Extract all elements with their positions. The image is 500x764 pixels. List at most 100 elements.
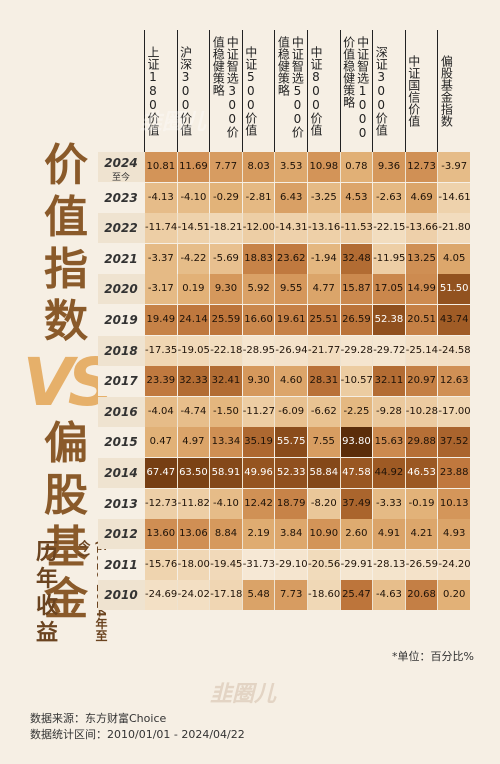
table-cell: 44.92	[373, 458, 405, 488]
table-cell: -28.13	[373, 549, 405, 580]
column-header: 中证国信价值	[406, 55, 421, 127]
table-cell: 52.38	[373, 305, 405, 335]
table-cell: -10.57	[340, 366, 373, 397]
year-text: 2021	[104, 251, 138, 266]
table-cell: 13.34	[210, 427, 242, 458]
table-cell: 16.60	[242, 305, 275, 335]
table-cell: 3.53	[275, 152, 307, 182]
table-cell: 0.20	[438, 580, 470, 611]
table-cell: 55.75	[275, 427, 307, 458]
table-cell: 9.36	[373, 152, 405, 182]
table-cell: -17.00	[438, 396, 471, 427]
table-cell: -8.20	[308, 488, 340, 519]
table-cell: -26.59	[405, 549, 438, 580]
table-cell: 4.05	[438, 243, 470, 274]
year-label: 2014	[98, 466, 144, 480]
table-cell: -4.74	[177, 396, 210, 427]
table-cell: -14.61	[438, 182, 471, 213]
column-divider	[372, 30, 374, 152]
table-cell: 58.84	[308, 458, 340, 488]
year-text: 2017	[104, 374, 138, 389]
column-header: 中证智选300价值稳健策略	[211, 36, 240, 138]
table-cell: 23.62	[275, 243, 307, 274]
table-cell: -26.94	[275, 335, 308, 366]
table-cell: -6.09	[275, 396, 307, 427]
table-cell: 58.91	[210, 458, 242, 488]
table-cell: 43.74	[438, 305, 470, 335]
table-cell: 25.59	[210, 305, 242, 335]
table-cell: 13.60	[145, 519, 177, 550]
year-label: 2019	[98, 313, 144, 327]
column-divider	[437, 30, 439, 152]
table-cell: -29.10	[275, 549, 308, 580]
table-cell: -20.56	[308, 549, 340, 580]
table-cell: 18.83	[242, 243, 275, 274]
table-cell: 29.88	[405, 427, 438, 458]
table-cell: -4.63	[373, 580, 405, 611]
table-cell: 0.47	[145, 427, 177, 458]
table-cell: -17.35	[145, 335, 177, 366]
table-cell: -14.51	[177, 213, 210, 244]
table-cell: 8.03	[242, 152, 275, 182]
table-cell: 51.50	[438, 274, 470, 305]
year-label: 2021	[98, 252, 144, 266]
table-cell: 4.97	[177, 427, 210, 458]
table-cell: 10.81	[145, 152, 177, 182]
title-char: 股	[44, 470, 88, 521]
year-note: 至今	[111, 173, 130, 183]
unit-note: *单位：百分比%	[392, 650, 474, 663]
table-cell: 47.58	[340, 458, 373, 488]
table-cell: 10.90	[308, 519, 340, 550]
column-header: 中证智选1000价值稳健策略	[341, 36, 370, 140]
table-cell: 25.51	[308, 305, 340, 335]
year-label: 2022	[98, 221, 144, 235]
column-divider	[144, 30, 145, 152]
table-cell: -24.02	[177, 580, 210, 611]
year-label: 2024 至今	[98, 156, 144, 183]
table-cell: 20.68	[405, 580, 438, 611]
table-cell: 7.73	[275, 580, 307, 611]
table-cell: -10.28	[405, 396, 438, 427]
source-line: 数据来源：东方财富Choice	[30, 712, 167, 725]
table-cell: 23.39	[145, 366, 177, 397]
table-cell: -11.27	[242, 396, 275, 427]
table-cell: 11.69	[177, 152, 210, 182]
table-cell: 14.99	[405, 274, 438, 305]
table-cell: 9.55	[275, 274, 307, 305]
table-cell: 6.43	[275, 182, 307, 213]
table-cell: -3.97	[438, 152, 470, 182]
table-cell: 4.21	[405, 519, 438, 550]
watermark: 韭圈儿	[210, 682, 277, 707]
year-text: 2020	[104, 282, 138, 297]
table-cell: -3.25	[308, 182, 340, 213]
table-cell: 4.53	[340, 182, 373, 213]
year-text: 2023	[104, 190, 138, 205]
table-cell: -4.04	[145, 396, 177, 427]
year-text: 2018	[104, 343, 138, 358]
year-text: 2024	[104, 156, 138, 170]
table-cell: -12.00	[242, 213, 275, 244]
table-cell: 20.97	[405, 366, 438, 397]
table-cell: 4.77	[308, 274, 340, 305]
table-cell: 5.48	[242, 580, 275, 611]
table-cell: 20.51	[405, 305, 438, 335]
table-cell: 24.14	[177, 305, 210, 335]
table-cell: 2.60	[340, 519, 373, 550]
column-header: 中证800价值	[309, 46, 323, 136]
table-cell: 0.19	[177, 274, 210, 305]
table-cell: 4.93	[438, 519, 470, 550]
year-text: 2015	[104, 435, 138, 450]
table-cell: -3.17	[145, 274, 177, 305]
title-char: 指	[44, 244, 88, 295]
table-cell: -21.77	[308, 335, 340, 366]
table-cell: 5.92	[242, 274, 275, 305]
main-title: 价值指数 VS 偏股基金	[18, 140, 116, 626]
year-label: 2020	[98, 282, 144, 296]
table-cell: -29.91	[340, 549, 373, 580]
table-cell: 26.59	[340, 305, 373, 335]
title-char: 基	[44, 522, 88, 573]
table-cell: -5.69	[210, 243, 242, 274]
table-cell: -2.25	[340, 396, 373, 427]
column-header: 中证智选500价值稳健策略	[276, 36, 305, 138]
year-label: 2023	[98, 191, 144, 205]
